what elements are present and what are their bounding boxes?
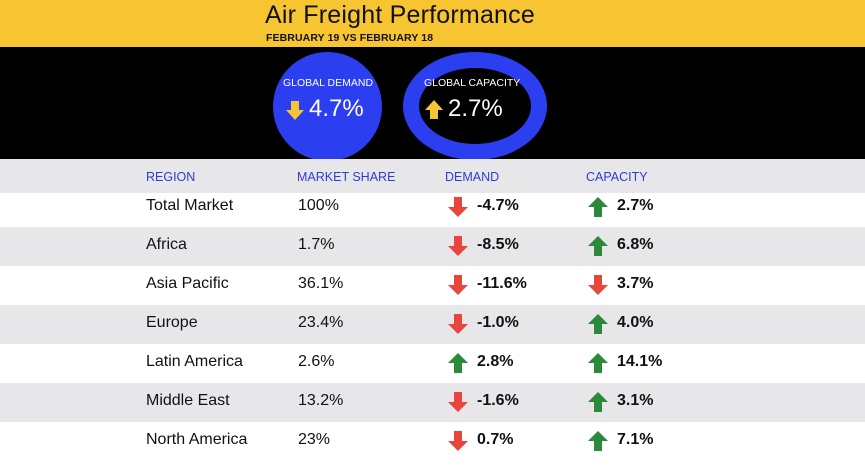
capacity-cell: 14.1% <box>617 353 663 370</box>
table-row: Asia Pacific 36.1% -11.6% 3.7% <box>0 266 865 305</box>
region-cell: Asia Pacific <box>146 275 229 292</box>
arrow-down-icon <box>448 275 468 295</box>
market-share-cell: 100% <box>298 197 339 214</box>
arrow-down-icon <box>448 236 468 256</box>
global-demand-value: 4.7% <box>309 95 364 122</box>
demand-cell: -4.7% <box>477 197 519 214</box>
table-row: Total Market 100% -4.7% 2.7% <box>0 188 865 227</box>
arrow-down-icon <box>448 431 468 451</box>
table-row: Latin America 2.6% 2.8% 14.1% <box>0 344 865 383</box>
demand-cell: -1.6% <box>477 392 519 409</box>
capacity-cell: 7.1% <box>617 431 654 448</box>
column-header-demand: DEMAND <box>445 170 500 184</box>
table-row: Africa 1.7% -8.5% 6.8% <box>0 227 865 266</box>
demand-cell: -11.6% <box>477 275 527 292</box>
region-cell: Europe <box>146 314 198 331</box>
capacity-cell: 3.1% <box>617 392 654 409</box>
arrow-up-icon <box>588 314 608 334</box>
arrow-up-icon <box>448 353 468 373</box>
capacity-cell: 4.0% <box>617 314 654 331</box>
demand-cell: -1.0% <box>477 314 519 331</box>
arrow-up-icon <box>588 236 608 256</box>
market-share-cell: 23% <box>298 431 331 448</box>
region-cell: Total Market <box>146 197 234 214</box>
table-header-row <box>0 159 865 193</box>
table-row: North America 23% 0.7% 7.1% <box>0 422 865 461</box>
region-cell: North America <box>146 431 248 448</box>
global-demand-label: GLOBAL DEMAND <box>283 77 374 89</box>
arrow-down-icon <box>448 392 468 412</box>
region-cell: Middle East <box>146 392 230 409</box>
market-share-cell: 1.7% <box>298 236 335 253</box>
arrow-down-icon <box>588 275 608 295</box>
region-cell: Africa <box>146 236 187 253</box>
market-share-cell: 23.4% <box>298 314 344 331</box>
column-header-market-share: MARKET SHARE <box>297 170 396 184</box>
demand-cell: 0.7% <box>477 431 514 448</box>
arrow-up-icon <box>425 100 443 119</box>
capacity-cell: 6.8% <box>617 236 654 253</box>
market-share-cell: 13.2% <box>298 392 344 409</box>
arrow-up-icon <box>588 392 608 412</box>
table-row: Europe 23.4% -1.0% 4.0% <box>0 305 865 344</box>
market-share-cell: 2.6% <box>298 353 335 370</box>
arrow-up-icon <box>588 431 608 451</box>
page-title: Air Freight Performance <box>265 1 535 29</box>
demand-cell: -8.5% <box>477 236 519 253</box>
arrow-up-icon <box>588 197 608 217</box>
column-header-capacity: CAPACITY <box>586 170 648 184</box>
capacity-cell: 2.7% <box>617 197 654 214</box>
capacity-cell: 3.7% <box>617 275 654 292</box>
arrow-up-icon <box>588 353 608 373</box>
page-subtitle: FEBRUARY 19 VS FEBRUARY 18 <box>266 32 434 44</box>
column-header-region: REGION <box>146 170 196 184</box>
region-cell: Latin America <box>146 353 243 370</box>
arrow-down-icon <box>448 314 468 334</box>
global-capacity-label: GLOBAL CAPACITY <box>424 77 521 89</box>
title-banner <box>0 0 865 47</box>
arrow-down-icon <box>448 197 468 217</box>
global-capacity-value: 2.7% <box>448 95 503 122</box>
arrow-down-icon <box>286 101 304 120</box>
market-share-cell: 36.1% <box>298 275 344 292</box>
demand-cell: 2.8% <box>477 353 514 370</box>
table-row: Middle East 13.2% -1.6% 3.1% <box>0 383 865 422</box>
